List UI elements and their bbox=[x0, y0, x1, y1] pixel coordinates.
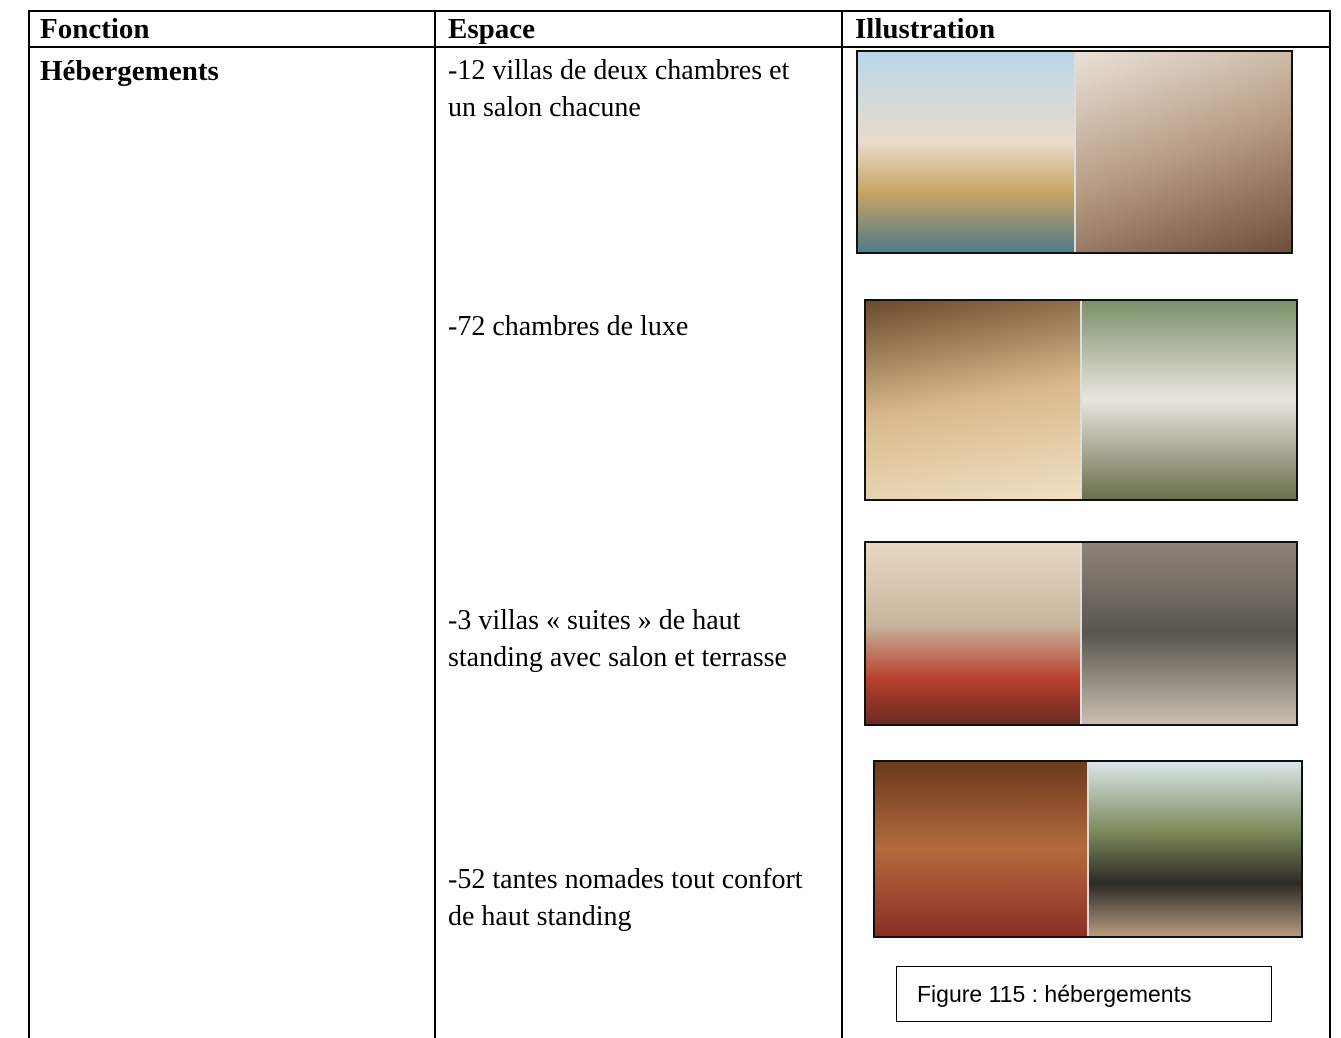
header-cell: Illustration bbox=[855, 13, 996, 45]
border bbox=[28, 10, 30, 1038]
border bbox=[28, 10, 1331, 12]
border bbox=[1329, 10, 1331, 1038]
photo bbox=[873, 760, 1303, 938]
header-cell: Espace bbox=[448, 13, 535, 45]
space-item: -72 chambres de luxe bbox=[448, 311, 689, 342]
photo bbox=[864, 541, 1298, 726]
photo bbox=[856, 50, 1293, 254]
border bbox=[434, 10, 436, 1038]
border bbox=[28, 46, 1331, 48]
border bbox=[841, 10, 843, 1038]
photo bbox=[864, 299, 1298, 501]
space-item: -52 tantes nomades tout confort de haut … bbox=[448, 864, 803, 932]
figure-caption: Figure 115 : hébergements bbox=[896, 966, 1272, 1022]
header-cell: Fonction bbox=[40, 13, 150, 45]
space-item: -3 villas « suites » de haut standing av… bbox=[448, 605, 787, 673]
space-item: -12 villas de deux chambres et un salon … bbox=[448, 55, 790, 123]
function-cell: Hébergements bbox=[40, 55, 219, 87]
